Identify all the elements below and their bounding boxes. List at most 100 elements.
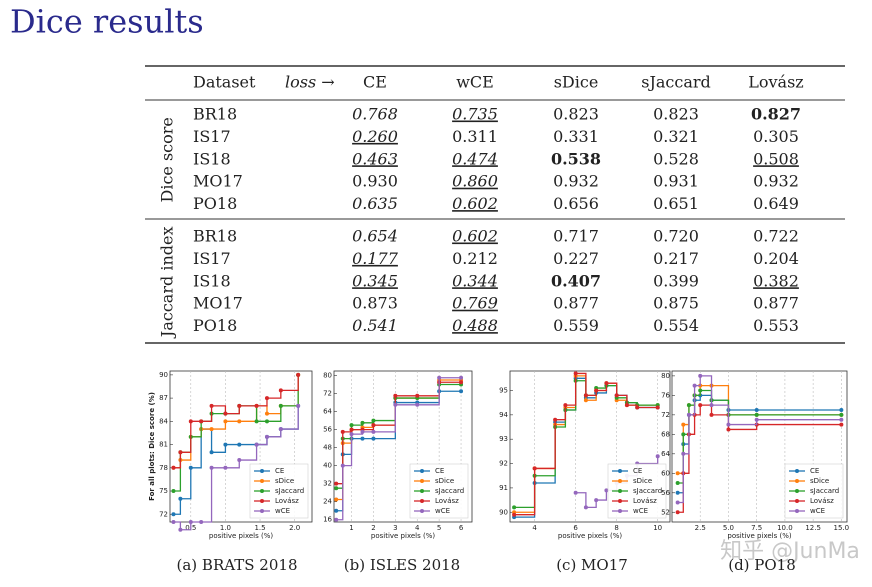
data-point — [371, 429, 376, 434]
data-point — [349, 427, 354, 432]
x-tick-label: 2.0 — [289, 524, 300, 532]
dataset-name: IS17 — [193, 127, 231, 146]
data-point — [594, 498, 599, 503]
data-point — [223, 465, 228, 470]
series-line — [514, 372, 658, 516]
table-cell: 0.873 — [352, 294, 398, 313]
data-point — [371, 436, 376, 441]
x-tick-label: 12.5 — [805, 524, 821, 532]
legend-label: sJaccard — [633, 487, 662, 495]
x-tick-label: 5 — [437, 524, 441, 532]
data-point — [698, 373, 703, 378]
group-label: Dice score — [158, 117, 177, 202]
legend-marker — [795, 479, 799, 483]
data-point — [583, 393, 588, 398]
legend-marker — [420, 469, 424, 473]
legend-marker — [260, 479, 264, 483]
y-tick-label: 24 — [323, 498, 332, 506]
data-point — [171, 520, 176, 524]
data-point — [839, 407, 844, 412]
legend-marker — [260, 469, 264, 473]
x-tick-label: 5.0 — [723, 524, 734, 532]
data-point — [264, 419, 269, 424]
table-cell: 0.877 — [753, 294, 799, 313]
table-cell: 0.649 — [753, 194, 799, 213]
data-point — [264, 396, 269, 401]
table-cell: 0.227 — [553, 249, 599, 268]
table-cell: 0.823 — [653, 105, 699, 124]
data-point — [459, 380, 464, 385]
y-tick-label: 64 — [661, 450, 670, 458]
data-point — [171, 465, 176, 470]
data-point — [178, 496, 183, 501]
table-cell: 0.204 — [753, 249, 799, 268]
caption: (b) ISLES 2018 — [344, 556, 460, 574]
x-axis-label: positive pixels (%) — [371, 532, 436, 540]
legend-label: CE — [633, 467, 642, 475]
slide-title: Dice results — [10, 3, 204, 41]
table-cell: 0.177 — [352, 249, 399, 268]
table-cell: 0.717 — [553, 227, 599, 246]
y-tick-label: 72 — [661, 411, 670, 419]
caption: (c) MO17 — [556, 556, 628, 574]
data-point — [839, 422, 844, 427]
data-point — [360, 420, 365, 425]
data-point — [583, 505, 588, 510]
data-point — [264, 411, 269, 416]
legend-label: Lovász — [435, 497, 459, 505]
table-cell: 0.932 — [553, 172, 599, 191]
x-axis-label: positive pixels (%) — [209, 532, 274, 540]
y-tick-label: 48 — [323, 444, 332, 452]
data-point — [754, 412, 759, 417]
data-point — [675, 481, 680, 486]
dataset-name: BR18 — [193, 227, 237, 246]
legend-label: sJaccard — [275, 487, 304, 495]
data-point — [583, 398, 588, 403]
data-point — [199, 520, 204, 524]
x-tick-label: 4 — [415, 524, 420, 532]
data-point — [371, 423, 376, 428]
column-header: Dataset — [193, 73, 256, 92]
legend-label: wCE — [810, 507, 825, 515]
legend-label: CE — [810, 467, 819, 475]
table-cell: 0.399 — [653, 271, 699, 290]
data-point — [349, 423, 354, 428]
dataset-name: IS18 — [193, 149, 231, 168]
x-axis-label: positive pixels (%) — [558, 532, 623, 540]
data-point — [709, 412, 714, 417]
x-tick-label: 2 — [371, 524, 375, 532]
table-cell: 0.260 — [352, 127, 398, 146]
y-tick-label: 84 — [159, 417, 168, 425]
legend-label: sDice — [633, 477, 652, 485]
table-cell: 0.651 — [653, 194, 699, 213]
legend-marker — [618, 469, 622, 473]
data-point — [573, 371, 578, 376]
data-point — [512, 512, 517, 517]
y-tick-label: 90 — [159, 371, 168, 379]
data-point — [675, 500, 680, 505]
dataset-name: MO17 — [193, 172, 243, 191]
y-tick-label: 56 — [323, 426, 332, 434]
table-cell: 0.635 — [352, 194, 398, 213]
legend-marker — [260, 499, 264, 503]
y-tick-label: 92 — [499, 460, 508, 468]
y-tick-label: 81 — [159, 441, 168, 449]
data-point — [171, 512, 176, 517]
y-tick-label: 87 — [159, 394, 168, 402]
y-tick-label: 32 — [323, 480, 332, 488]
legend-label: wCE — [275, 507, 290, 515]
table-cell: 0.722 — [753, 227, 799, 246]
data-point — [188, 520, 193, 524]
table-cell: 0.331 — [553, 127, 599, 146]
data-point — [340, 429, 345, 434]
table-cell: 0.553 — [753, 316, 799, 335]
data-point — [512, 505, 517, 510]
legend-label: sDice — [810, 477, 829, 485]
x-tick-label: 10.0 — [777, 524, 793, 532]
y-tick-label: 95 — [499, 386, 508, 394]
data-point — [437, 375, 442, 380]
data-point — [264, 434, 269, 439]
data-point — [604, 488, 609, 493]
table-cell: 0.602 — [452, 227, 498, 246]
data-point — [698, 388, 703, 393]
